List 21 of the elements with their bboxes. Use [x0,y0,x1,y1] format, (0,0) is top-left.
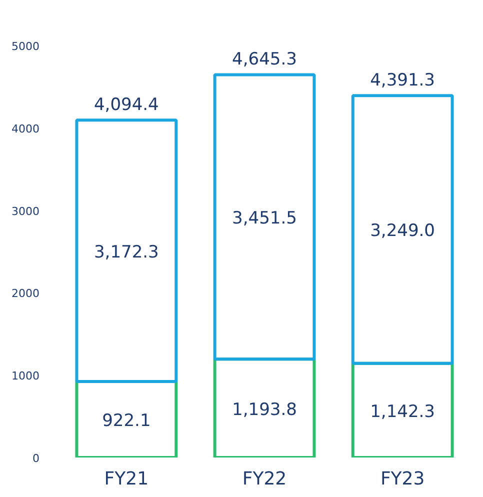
data-label: 3,172.3 [94,242,159,262]
bar [75,118,178,384]
y-tick-label: 1000 [12,370,40,383]
y-tick-label: 4000 [12,122,40,136]
total-label: 4,094.4 [94,95,159,116]
y-tick-label: 2000 [12,287,40,300]
total-label: 4,391.3 [370,70,436,91]
x-tick-label: FY22 [242,468,287,490]
x-tick-label: FY23 [380,468,425,490]
data-label: 1,193.8 [232,400,297,420]
data-label: 3,249.0 [370,221,436,242]
data-label: 3,451.5 [232,208,297,228]
y-tick-label: 5000 [12,40,40,53]
bar [213,73,316,361]
y-tick-label: 3000 [12,204,40,218]
data-label: 1,142.3 [370,402,436,422]
y-tick-label: 0 [32,452,40,465]
total-label: 4,645.3 [232,50,297,70]
bar [351,94,454,365]
data-label: 922.1 [102,411,151,432]
x-tick-label: FY21 [104,468,149,490]
